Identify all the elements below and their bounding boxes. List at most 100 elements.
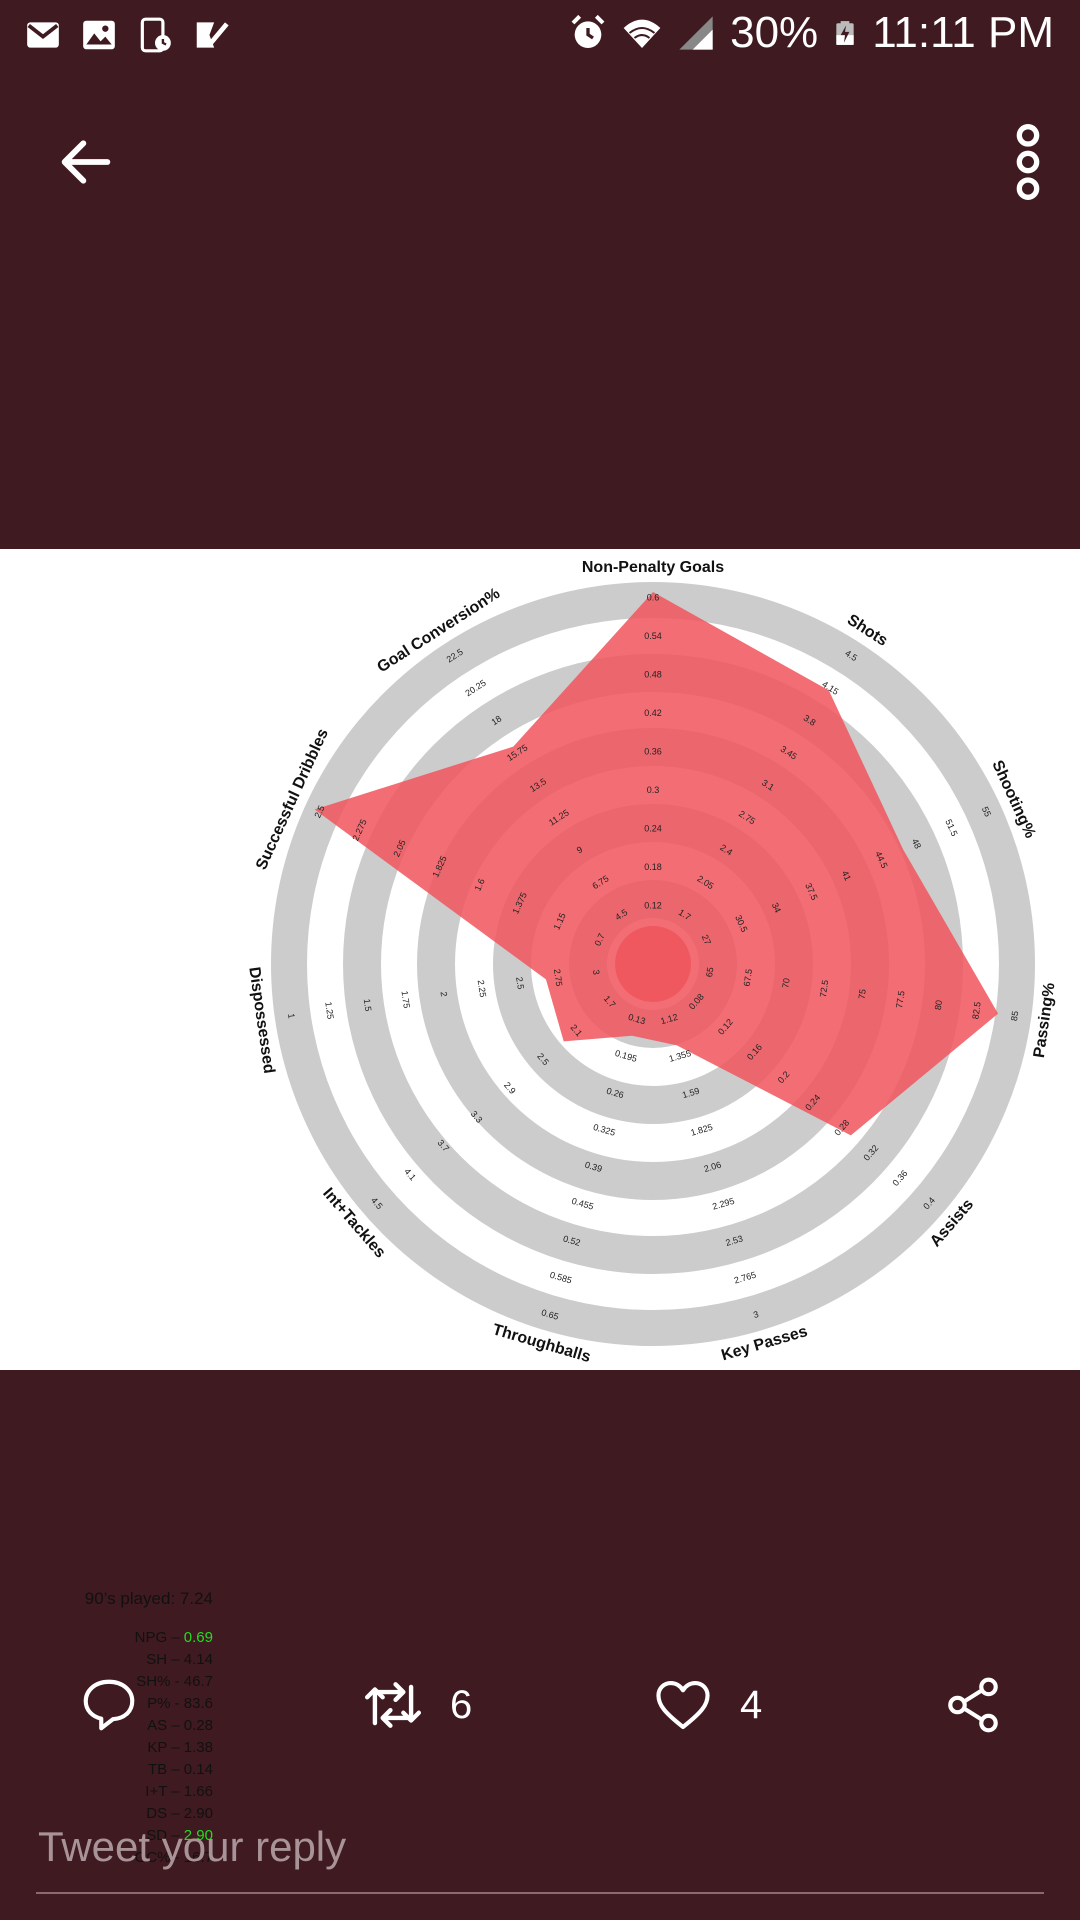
radar-tick-label: 77.5 <box>894 990 906 1009</box>
reply-button[interactable] <box>78 1670 140 1740</box>
radar-tick-label: 0.39 <box>584 1160 604 1175</box>
gmail-icon <box>27 22 59 48</box>
reply-input[interactable] <box>36 1808 1048 1886</box>
screen-time-icon <box>140 17 171 53</box>
radar-tick-label: 3 <box>591 969 602 975</box>
radar-tick-label: 18 <box>490 713 504 727</box>
radar-axis-label: Passing% <box>1031 982 1059 1059</box>
stat-label: TB – <box>147 1761 184 1778</box>
stat-row: TB – 0.14 <box>40 1759 240 1781</box>
stat-row: SH – 4.14 <box>40 1649 240 1671</box>
stat-value: 1.66 <box>183 1783 213 1800</box>
stat-row: AS – 0.28 <box>40 1715 240 1737</box>
radar-tick-label: 0.48 <box>644 669 662 679</box>
radar-tick-label: 0.13 <box>627 1012 647 1027</box>
radar-tick-label: 67.5 <box>742 968 754 987</box>
wifi-icon <box>623 19 661 48</box>
stat-label: NPG – <box>134 1629 184 1646</box>
stat-label: I+T – <box>145 1783 184 1800</box>
stat-row: I+T – 1.66 <box>40 1781 240 1803</box>
battery-percent: 30% <box>730 8 819 57</box>
radar-tick-label: 0.52 <box>562 1233 582 1248</box>
reply-bubble-icon <box>83 1679 135 1731</box>
radar-tick-label: 0.26 <box>605 1086 625 1101</box>
radar-tick-label: 2 <box>438 991 449 997</box>
radar-tick-label: 0.18 <box>644 862 662 872</box>
notification-icons <box>24 16 230 54</box>
gallery-icon <box>83 20 115 50</box>
stats-title: 90’s played: 7.24 <box>84 1589 213 1608</box>
radar-tick-label: 0.7 <box>593 932 607 948</box>
radar-tick-label: 80 <box>933 999 944 1010</box>
stat-row: SH% - 46.7 <box>40 1671 240 1693</box>
top-app-bar <box>0 110 1080 200</box>
radar-tick-label: 34 <box>770 901 783 914</box>
reply-bar <box>36 1808 1048 1894</box>
radar-tick-label: 55 <box>980 805 993 818</box>
radar-tick-label: 2.25 <box>476 979 488 998</box>
radar-tick-label: 0.3 <box>647 785 660 795</box>
stat-value: 0.28 <box>183 1717 213 1734</box>
radar-tick-label: 1.59 <box>681 1086 701 1101</box>
radar-tick-label: 2.5 <box>312 804 326 820</box>
radar-tick-label: 1.6 <box>472 877 486 893</box>
stat-value: 0.14 <box>183 1761 213 1778</box>
radar-chart: 0.12 0.18 0.24 0.3 0.36 0.42 0.48 0.54 0.6 Non-Pe… <box>245 559 1059 1366</box>
radar-polygon <box>314 592 999 1136</box>
stat-label: SH – <box>146 1651 184 1668</box>
radar-tick-label: 1.5 <box>362 998 374 1012</box>
share-button[interactable] <box>942 1670 1004 1740</box>
battery-charging-icon <box>836 21 854 45</box>
stat-label: KP – <box>147 1739 184 1756</box>
stat-row: NPG – 0.69 <box>40 1627 240 1649</box>
share-icon <box>948 1677 998 1733</box>
more-vertical-icon[interactable] <box>1008 122 1048 202</box>
radar-tick-label: 0.65 <box>540 1307 560 1322</box>
radar-tick-label: 41 <box>840 869 853 882</box>
retweet-icon <box>364 1682 422 1728</box>
radar-tick-label: 2.53 <box>724 1233 744 1248</box>
status-bar: 30% 11:11 PM <box>0 0 1080 70</box>
radar-tick-label: 2.06 <box>703 1160 723 1175</box>
clock: 11:11 PM <box>872 8 1054 57</box>
radar-tick-label: 1.12 <box>659 1012 679 1027</box>
stat-value: 0.69 <box>183 1629 213 1646</box>
tweet-actions: 6 4 <box>0 1670 1080 1740</box>
radar-tick-label: 72.5 <box>818 979 830 998</box>
stat-label: P% - <box>147 1695 184 1712</box>
stat-label: SH% - <box>136 1673 184 1690</box>
radar-tick-label: 1 <box>286 1013 297 1019</box>
stat-value: 46.7 <box>183 1673 213 1690</box>
radar-tick-label: 0.36 <box>644 746 662 756</box>
radar-tick-label: 9 <box>575 844 585 855</box>
retweet-button[interactable]: 6 <box>362 1670 472 1740</box>
radar-tick-label: 85 <box>1009 1010 1020 1021</box>
signal-icon <box>679 16 713 50</box>
alarm-icon <box>571 14 605 48</box>
radar-axis-label: Non-Penalty Goals <box>582 559 724 576</box>
radar-tick-label: 1.75 <box>399 990 411 1009</box>
arrow-left-icon[interactable] <box>54 130 118 194</box>
radar-tick-label: 0.12 <box>644 900 662 910</box>
radar-tick-label: 2.75 <box>552 968 564 987</box>
radar-tick-label: 0.54 <box>644 631 662 641</box>
radar-tick-label: 75 <box>857 988 868 999</box>
stat-value: 4.14 <box>183 1651 213 1668</box>
stat-value: 83.6 <box>183 1695 213 1712</box>
radar-tick-label: 27 <box>700 933 713 946</box>
stat-row: KP – 1.38 <box>40 1737 240 1759</box>
radar-tick-label: 65 <box>704 966 715 977</box>
radar-center <box>615 926 691 1002</box>
like-button[interactable]: 4 <box>652 1670 762 1740</box>
radar-tick-label: 82.5 <box>970 1001 982 1020</box>
system-icons: 30% 11:11 PM <box>568 8 1054 58</box>
stat-label: AS – <box>147 1717 184 1734</box>
radar-tick-label: 3 <box>752 1309 760 1320</box>
stat-row: P% - 83.6 <box>40 1693 240 1715</box>
tweet-media-image[interactable]: 0.12 0.18 0.24 0.3 0.36 0.42 0.48 0.54 0.6 Non-Pe… <box>0 549 1080 1866</box>
radar-tick-label: 48 <box>910 837 923 850</box>
radar-tick-label: 0.6 <box>647 592 660 602</box>
heart-icon <box>656 1680 710 1730</box>
stat-value: 1.38 <box>183 1739 213 1756</box>
radar-tick-label: 1.25 <box>323 1001 335 1020</box>
